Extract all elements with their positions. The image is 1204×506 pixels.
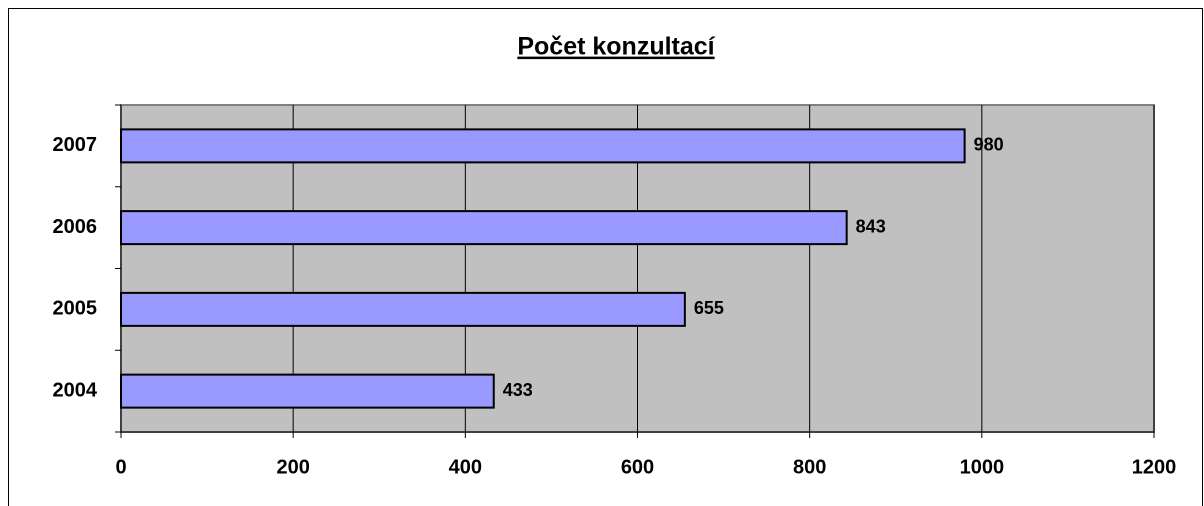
bar — [120, 291, 686, 327]
y-tick-label: 2007 — [53, 134, 98, 156]
bar — [120, 210, 848, 246]
x-tick-label: 400 — [449, 456, 482, 478]
x-tick-label: 1000 — [960, 456, 1005, 478]
x-tick-label: 600 — [621, 456, 654, 478]
x-tick-label: 800 — [793, 456, 826, 478]
data-label: 843 — [856, 216, 886, 236]
y-tick-label: 2005 — [53, 298, 98, 320]
y-tick-label: 2006 — [53, 216, 98, 238]
y-tick-label: 2004 — [53, 379, 98, 401]
data-label: 433 — [503, 380, 533, 400]
bar — [120, 373, 495, 409]
data-label: 655 — [694, 298, 724, 318]
data-label: 980 — [974, 135, 1004, 155]
x-tick-label: 1200 — [1132, 456, 1177, 478]
chart-title: Počet konzultací — [517, 33, 715, 61]
x-tick-label: 0 — [115, 456, 126, 478]
bar — [120, 128, 966, 164]
x-tick-label: 200 — [276, 456, 309, 478]
